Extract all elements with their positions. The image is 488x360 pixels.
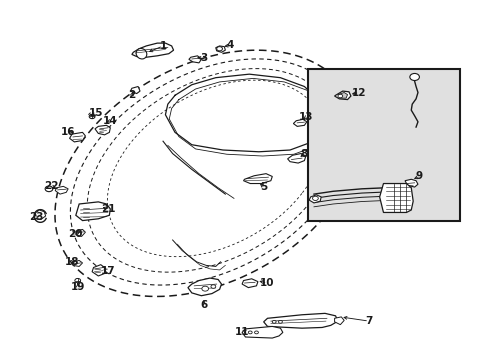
Text: 20: 20 [68,229,83,239]
Text: 9: 9 [415,171,422,181]
Circle shape [248,331,252,334]
Text: 17: 17 [101,266,115,276]
Text: 23: 23 [29,212,43,222]
Circle shape [202,286,208,291]
Text: 14: 14 [103,116,118,126]
Polygon shape [130,86,140,94]
Text: 4: 4 [226,40,233,50]
Text: 3: 3 [200,53,207,63]
Polygon shape [76,202,110,221]
Polygon shape [55,186,68,194]
Polygon shape [242,327,282,338]
Polygon shape [334,317,344,325]
Polygon shape [242,279,257,288]
Text: 2: 2 [128,90,135,100]
Polygon shape [308,195,321,203]
Text: 8: 8 [300,149,307,158]
Circle shape [89,114,95,118]
Circle shape [216,47,222,51]
Polygon shape [243,174,272,184]
Polygon shape [404,179,417,187]
Circle shape [409,73,419,81]
Polygon shape [263,313,337,328]
Text: 7: 7 [365,316,372,326]
Circle shape [337,94,342,98]
Polygon shape [215,46,225,52]
Circle shape [278,320,282,323]
Ellipse shape [136,49,146,59]
Circle shape [254,331,258,334]
Text: 1: 1 [159,41,166,51]
Polygon shape [187,278,221,296]
Text: 15: 15 [88,108,103,118]
Polygon shape [132,43,173,57]
Text: 11: 11 [234,327,249,337]
Text: 19: 19 [70,282,85,292]
Polygon shape [69,132,85,142]
Polygon shape [35,210,45,220]
Circle shape [45,186,53,192]
Polygon shape [334,91,350,100]
Polygon shape [287,154,305,163]
FancyBboxPatch shape [307,69,459,221]
Polygon shape [95,125,110,135]
Text: 6: 6 [200,300,207,310]
Text: 5: 5 [260,182,267,192]
Polygon shape [188,56,201,63]
Circle shape [312,196,318,201]
Polygon shape [379,184,412,212]
Polygon shape [293,119,306,126]
Text: 22: 22 [44,181,59,192]
Polygon shape [76,229,85,237]
Circle shape [210,285,215,288]
Polygon shape [337,93,347,98]
Text: 18: 18 [64,257,79,267]
Polygon shape [92,265,105,276]
Text: 12: 12 [351,87,366,98]
Circle shape [75,278,81,283]
Polygon shape [73,260,82,266]
Text: 13: 13 [298,112,312,122]
Text: 21: 21 [101,204,115,214]
Text: 10: 10 [260,278,274,288]
Text: 16: 16 [61,127,75,138]
Circle shape [272,320,276,323]
